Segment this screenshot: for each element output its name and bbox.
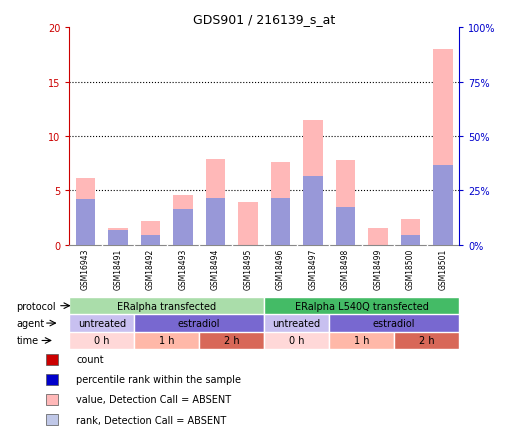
Bar <box>69 332 134 349</box>
Bar <box>264 332 329 349</box>
Text: percentile rank within the sample: percentile rank within the sample <box>76 375 241 385</box>
Bar <box>394 332 459 349</box>
Text: GSM18493: GSM18493 <box>179 248 187 289</box>
Text: GSM18492: GSM18492 <box>146 248 155 289</box>
Bar <box>69 297 264 315</box>
Bar <box>141 221 160 245</box>
Bar <box>271 199 290 245</box>
Bar <box>173 210 193 245</box>
Bar <box>173 195 193 245</box>
Text: 0 h: 0 h <box>289 336 304 345</box>
Bar <box>46 374 58 385</box>
Bar <box>46 414 58 425</box>
Bar <box>134 332 199 349</box>
Text: ERalpha L540Q transfected: ERalpha L540Q transfected <box>295 301 428 311</box>
Title: GDS901 / 216139_s_at: GDS901 / 216139_s_at <box>193 13 336 26</box>
Bar <box>206 159 225 245</box>
Text: GSM18498: GSM18498 <box>341 248 350 289</box>
Bar <box>401 235 420 245</box>
Bar <box>264 297 459 315</box>
Bar <box>206 199 225 245</box>
Text: GSM18500: GSM18500 <box>406 248 415 289</box>
Bar <box>199 332 264 349</box>
Bar <box>46 354 58 365</box>
Bar <box>329 315 459 332</box>
Text: GSM18499: GSM18499 <box>373 248 382 289</box>
Bar <box>108 230 128 245</box>
Text: untreated: untreated <box>77 319 126 328</box>
Text: GSM18495: GSM18495 <box>244 248 252 289</box>
Bar <box>264 315 329 332</box>
Bar <box>76 179 95 245</box>
Text: rank, Detection Call = ABSENT: rank, Detection Call = ABSENT <box>76 414 226 424</box>
Bar <box>238 203 258 245</box>
Text: time: time <box>16 336 39 345</box>
Text: GSM18496: GSM18496 <box>276 248 285 289</box>
Text: protocol: protocol <box>16 301 56 311</box>
Text: untreated: untreated <box>272 319 321 328</box>
Text: 2 h: 2 h <box>419 336 435 345</box>
Bar <box>303 120 323 245</box>
Text: value, Detection Call = ABSENT: value, Detection Call = ABSENT <box>76 395 231 404</box>
Bar <box>141 235 160 245</box>
Text: GSM16943: GSM16943 <box>81 248 90 289</box>
Bar <box>134 315 264 332</box>
Bar <box>336 161 355 245</box>
Bar <box>433 166 452 245</box>
Bar <box>271 163 290 245</box>
Bar <box>303 177 323 245</box>
Text: GSM18497: GSM18497 <box>308 248 318 289</box>
Bar <box>108 229 128 245</box>
Bar <box>76 200 95 245</box>
Bar <box>433 50 452 245</box>
Text: ERalpha transfected: ERalpha transfected <box>117 301 216 311</box>
Text: estradiol: estradiol <box>373 319 416 328</box>
Text: 0 h: 0 h <box>94 336 109 345</box>
Text: 1 h: 1 h <box>354 336 369 345</box>
Text: count: count <box>76 355 104 365</box>
Text: 1 h: 1 h <box>159 336 174 345</box>
Bar <box>336 207 355 245</box>
Text: agent: agent <box>16 319 45 328</box>
Bar <box>69 315 134 332</box>
Text: GSM18491: GSM18491 <box>113 248 123 289</box>
Text: 2 h: 2 h <box>224 336 240 345</box>
Bar <box>368 229 388 245</box>
Text: estradiol: estradiol <box>178 319 221 328</box>
Text: GSM18494: GSM18494 <box>211 248 220 289</box>
Bar <box>401 219 420 245</box>
Text: GSM18501: GSM18501 <box>439 248 447 289</box>
Bar <box>46 394 58 405</box>
Bar <box>329 332 394 349</box>
